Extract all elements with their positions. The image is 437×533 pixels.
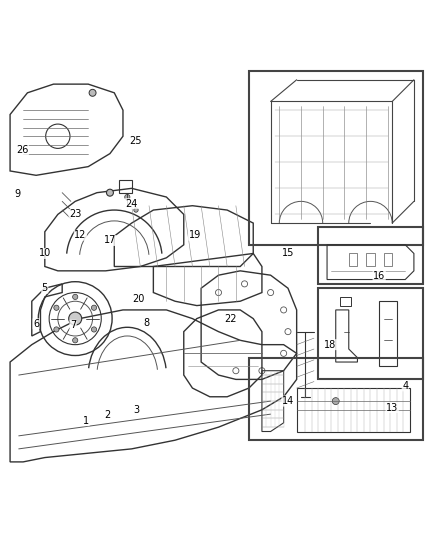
Bar — [340, 297, 351, 305]
Text: 2: 2 — [104, 410, 111, 420]
Circle shape — [107, 189, 114, 196]
Text: 8: 8 — [144, 318, 150, 328]
Bar — [249, 358, 423, 440]
Text: 7: 7 — [70, 320, 76, 330]
Bar — [249, 71, 423, 245]
Text: 3: 3 — [133, 405, 139, 415]
Circle shape — [332, 398, 339, 405]
Text: 22: 22 — [225, 313, 237, 324]
Bar — [319, 288, 423, 379]
Circle shape — [91, 327, 97, 332]
Circle shape — [54, 327, 59, 332]
Text: 12: 12 — [74, 230, 87, 240]
Circle shape — [73, 338, 78, 343]
Text: 20: 20 — [132, 294, 144, 304]
Text: 14: 14 — [282, 396, 294, 406]
Text: 6: 6 — [33, 319, 39, 329]
Text: 26: 26 — [16, 145, 28, 155]
Bar — [319, 228, 423, 284]
Text: 16: 16 — [373, 271, 385, 281]
Text: 9: 9 — [15, 189, 21, 199]
Text: 24: 24 — [125, 198, 138, 208]
Text: 17: 17 — [104, 236, 116, 246]
Circle shape — [125, 195, 130, 200]
Text: 5: 5 — [42, 283, 48, 293]
Text: 18: 18 — [324, 340, 336, 350]
Text: 13: 13 — [386, 402, 398, 413]
Circle shape — [91, 305, 97, 310]
Text: 23: 23 — [69, 209, 81, 220]
Text: 4: 4 — [402, 381, 408, 391]
Text: 15: 15 — [282, 248, 294, 257]
Circle shape — [54, 305, 59, 310]
Text: 1: 1 — [83, 416, 89, 426]
Text: 10: 10 — [39, 248, 51, 259]
Text: 19: 19 — [188, 230, 201, 240]
Circle shape — [89, 90, 96, 96]
Circle shape — [134, 208, 138, 212]
Text: 25: 25 — [130, 135, 142, 146]
Circle shape — [73, 294, 78, 300]
Circle shape — [69, 312, 82, 325]
